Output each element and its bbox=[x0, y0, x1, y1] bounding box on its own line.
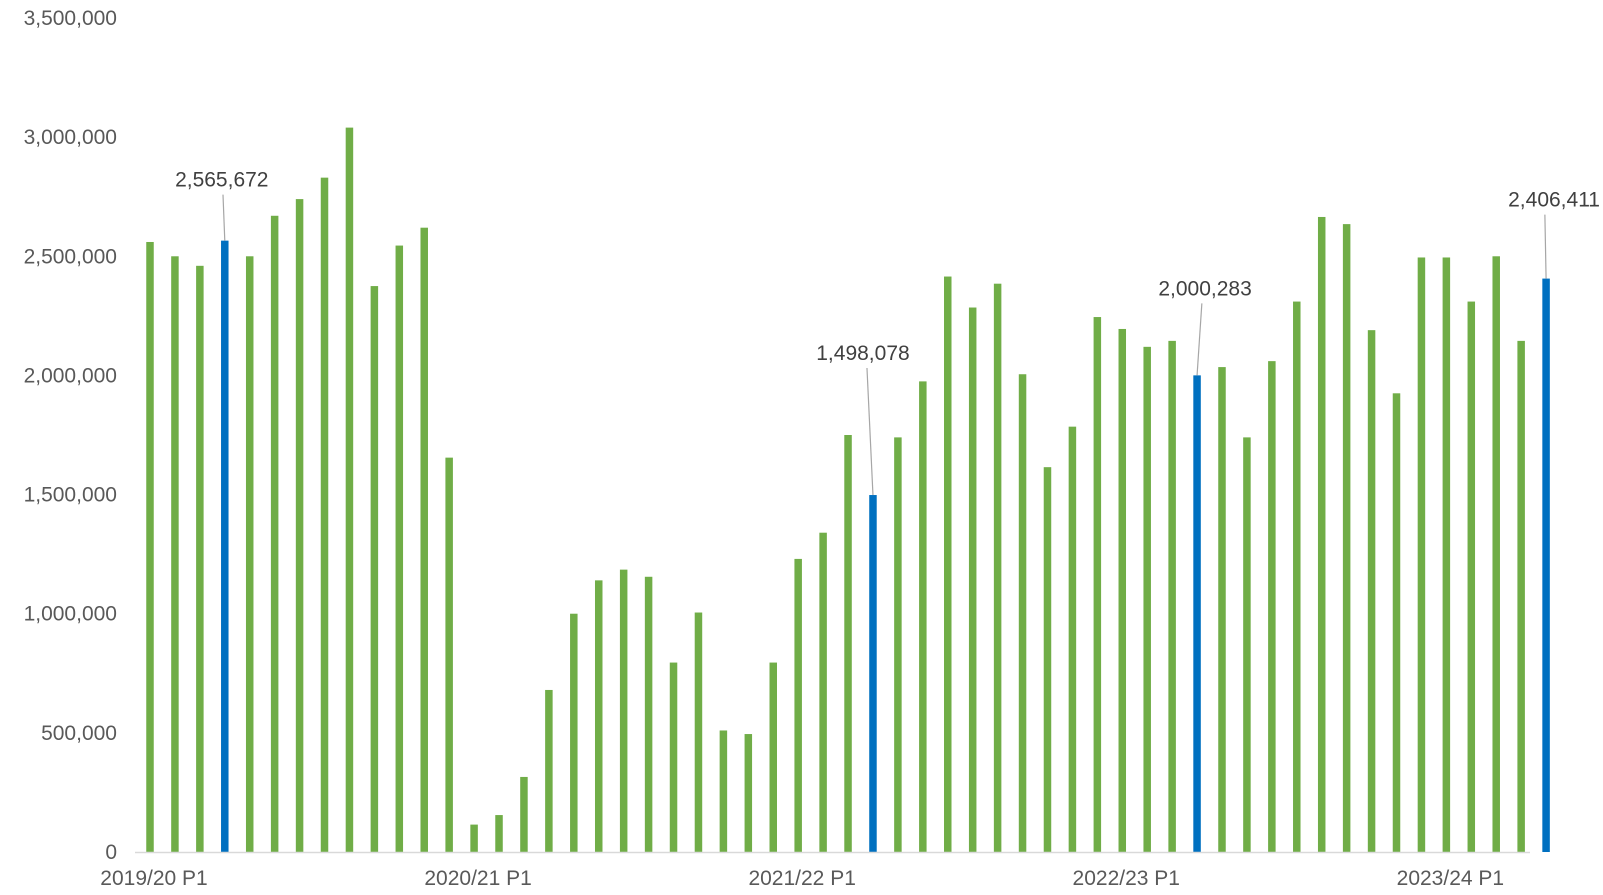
y-tick-label: 2,000,000 bbox=[24, 364, 117, 387]
bar bbox=[1168, 340, 1176, 852]
data-label: 2,565,672 bbox=[175, 169, 268, 192]
bar bbox=[1268, 361, 1276, 852]
data-label: 1,498,078 bbox=[816, 342, 909, 365]
bar bbox=[445, 457, 453, 852]
bar bbox=[1517, 340, 1525, 852]
x-tick-label: 2021/22 P1 bbox=[748, 867, 855, 890]
bar bbox=[295, 199, 304, 852]
bar bbox=[1118, 328, 1127, 852]
bar bbox=[1342, 224, 1351, 853]
y-tick-label: 3,500,000 bbox=[24, 7, 117, 30]
y-tick-label: 2,500,000 bbox=[24, 245, 117, 268]
bar bbox=[794, 558, 802, 852]
bar bbox=[1143, 346, 1151, 852]
bar bbox=[545, 689, 553, 852]
data-label-leader bbox=[1544, 214, 1547, 279]
bar bbox=[1068, 426, 1077, 852]
bar bbox=[694, 612, 703, 852]
bar bbox=[644, 576, 653, 852]
bar bbox=[520, 776, 528, 852]
bar bbox=[270, 215, 279, 852]
bar bbox=[370, 286, 379, 853]
bar bbox=[1218, 367, 1226, 852]
highlighted-bar bbox=[221, 240, 229, 852]
bar bbox=[993, 283, 1002, 852]
bar bbox=[1417, 257, 1426, 852]
bar bbox=[968, 307, 977, 852]
bar bbox=[245, 256, 254, 852]
data-label-leader bbox=[222, 194, 226, 241]
bar bbox=[594, 580, 603, 852]
bar bbox=[619, 569, 628, 852]
data-label-leader bbox=[866, 368, 874, 496]
bar bbox=[1243, 437, 1251, 852]
y-tick-label: 500,000 bbox=[41, 722, 117, 745]
bar bbox=[744, 734, 753, 852]
bar bbox=[1367, 330, 1376, 852]
y-tick-label: 1,500,000 bbox=[24, 484, 117, 507]
x-tick-label: 2022/23 P1 bbox=[1073, 867, 1180, 890]
bar bbox=[196, 265, 204, 852]
bar bbox=[669, 662, 678, 852]
y-tick-label: 1,000,000 bbox=[24, 603, 117, 626]
x-tick-label: 2023/24 P1 bbox=[1397, 867, 1504, 890]
bar bbox=[1442, 257, 1451, 852]
bar bbox=[1492, 256, 1500, 852]
highlighted-bar bbox=[869, 495, 877, 852]
data-label: 2,000,283 bbox=[1158, 277, 1251, 300]
bar bbox=[570, 613, 578, 852]
bar bbox=[819, 532, 827, 852]
bar bbox=[1093, 317, 1102, 852]
bar bbox=[1018, 374, 1027, 852]
bar bbox=[844, 435, 852, 852]
bar bbox=[1317, 216, 1326, 852]
bar bbox=[495, 815, 503, 852]
bar bbox=[894, 437, 902, 852]
bar bbox=[171, 256, 179, 852]
bar bbox=[769, 662, 777, 852]
bar bbox=[944, 276, 952, 852]
bar bbox=[1293, 301, 1301, 852]
bar bbox=[345, 127, 354, 852]
bar bbox=[320, 177, 329, 852]
data-label: 2,406,411 bbox=[1508, 189, 1600, 212]
bar bbox=[919, 381, 927, 852]
highlighted-bar bbox=[1193, 375, 1201, 852]
bar bbox=[1043, 467, 1052, 852]
bar bbox=[719, 730, 728, 852]
highlighted-bar bbox=[1542, 278, 1550, 852]
bar bbox=[395, 245, 404, 852]
y-tick-label: 0 bbox=[105, 841, 117, 864]
x-tick-label: 2019/20 P1 bbox=[100, 867, 207, 890]
bar bbox=[1467, 301, 1476, 852]
bar bbox=[470, 824, 478, 852]
bar bbox=[420, 227, 428, 853]
y-tick-label: 3,000,000 bbox=[24, 126, 117, 149]
bar bbox=[146, 241, 154, 852]
bar bbox=[1392, 393, 1401, 852]
data-label-leader bbox=[1196, 303, 1203, 376]
x-tick-label: 2020/21 P1 bbox=[424, 867, 531, 890]
